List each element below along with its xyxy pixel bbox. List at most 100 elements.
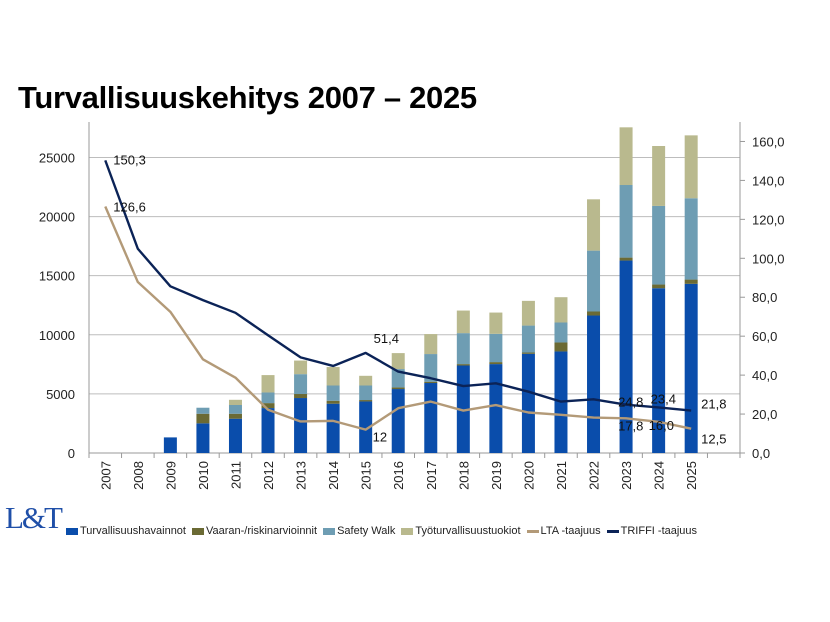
bar-työturvallisuustuokiot-2011 bbox=[228, 399, 242, 406]
bar-turvallisuushavainnot-2017 bbox=[424, 383, 438, 453]
bar-vaaran-riskinarvioinnit-2017 bbox=[424, 381, 438, 384]
left-tick-label: 20000 bbox=[39, 210, 75, 225]
legend: Turvallisuushavainnot Vaaran-/riskinarvio… bbox=[66, 525, 697, 537]
bar-vaaran-riskinarvioinnit-2020 bbox=[521, 352, 535, 354]
bar-vaaran-riskinarvioinnit-2013 bbox=[294, 394, 308, 399]
legend-swatch bbox=[191, 527, 204, 535]
x-tick-label: 2025 bbox=[684, 461, 699, 490]
bar-safety-walk-2012 bbox=[261, 392, 275, 404]
bar-turvallisuushavainnot-2016 bbox=[391, 389, 405, 453]
bar-vaaran-riskinarvioinnit-2022 bbox=[587, 311, 601, 316]
bar-työturvallisuustuokiot-2013 bbox=[294, 360, 308, 375]
x-tick-label: 2015 bbox=[359, 461, 374, 490]
logo: L&T bbox=[5, 500, 63, 535]
x-tick-label: 2019 bbox=[489, 461, 504, 490]
bar-työturvallisuustuokiot-2019 bbox=[489, 312, 503, 334]
bar-safety-walk-2020 bbox=[521, 325, 535, 353]
bar-työturvallisuustuokiot-2020 bbox=[521, 300, 535, 326]
bar-safety-walk-2024 bbox=[652, 205, 666, 285]
legend-item: Turvallisuushavainnot bbox=[66, 525, 186, 537]
bar-safety-walk-2019 bbox=[489, 333, 503, 363]
legend-item: TRIFFI -taajuus bbox=[606, 525, 698, 537]
data-label: 23,4 bbox=[651, 391, 676, 406]
x-tick-label: 2010 bbox=[196, 461, 211, 490]
bar-safety-walk-2015 bbox=[359, 385, 373, 401]
bar-työturvallisuustuokiot-2025 bbox=[684, 135, 698, 199]
bar-vaaran-riskinarvioinnit-2012 bbox=[261, 403, 275, 409]
legend-item: Työturvallisuustuokiot bbox=[401, 525, 521, 537]
bar-turvallisuushavainnot-2024 bbox=[652, 288, 666, 453]
bar-työturvallisuustuokiot-2016 bbox=[391, 353, 405, 370]
bar-vaaran-riskinarvioinnit-2011 bbox=[228, 413, 242, 419]
left-tick-label: 15000 bbox=[39, 269, 75, 284]
data-label: 51,4 bbox=[374, 331, 399, 346]
x-tick-label: 2016 bbox=[391, 461, 406, 490]
data-label: 21,8 bbox=[701, 397, 726, 412]
bar-safety-walk-2021 bbox=[554, 322, 568, 343]
bar-työturvallisuustuokiot-2023 bbox=[619, 127, 633, 186]
bar-työturvallisuustuokiot-2018 bbox=[456, 310, 470, 334]
right-tick-label: 20,0 bbox=[752, 407, 777, 422]
bar-turvallisuushavainnot-2022 bbox=[587, 315, 601, 453]
x-tick-label: 2017 bbox=[424, 461, 439, 490]
bar-turvallisuushavainnot-2018 bbox=[456, 365, 470, 453]
legend-swatch bbox=[66, 527, 78, 535]
line-triffi-taajuus bbox=[104, 159, 692, 412]
right-tick-label: 40,0 bbox=[752, 368, 777, 383]
bar-turvallisuushavainnot-2015 bbox=[359, 401, 373, 453]
bar-vaaran-riskinarvioinnit-2014 bbox=[326, 400, 340, 404]
bar-vaaran-riskinarvioinnit-2025 bbox=[684, 279, 698, 284]
bar-vaaran-riskinarvioinnit-2015 bbox=[359, 400, 373, 402]
legend-label: Turvallisuushavainnot bbox=[80, 525, 186, 537]
x-tick-label: 2008 bbox=[131, 461, 146, 490]
legend-label: Työturvallisuustuokiot bbox=[415, 525, 521, 537]
right-tick-label: 0,0 bbox=[752, 446, 770, 461]
x-tick-label: 2021 bbox=[554, 461, 569, 490]
legend-label: Safety Walk bbox=[337, 525, 396, 537]
right-tick-label: 60,0 bbox=[752, 329, 777, 344]
right-tick-label: 80,0 bbox=[752, 290, 777, 305]
data-label: 126,6 bbox=[113, 200, 146, 215]
bar-työturvallisuustuokiot-2024 bbox=[652, 145, 666, 206]
line-lta-taajuus bbox=[104, 206, 692, 431]
legend-swatch bbox=[323, 527, 336, 535]
data-label: 12 bbox=[373, 430, 387, 445]
right-tick-label: 140,0 bbox=[752, 173, 785, 188]
x-tick-label: 2007 bbox=[98, 461, 113, 490]
bar-vaaran-riskinarvioinnit-2018 bbox=[456, 364, 470, 366]
x-tick-label: 2011 bbox=[228, 461, 243, 489]
bar-safety-walk-2017 bbox=[424, 354, 438, 382]
bar-työturvallisuustuokiot-2015 bbox=[359, 375, 373, 386]
bar-safety-walk-2010 bbox=[196, 407, 210, 414]
legend-swatch bbox=[401, 527, 414, 535]
legend-swatch bbox=[526, 529, 539, 533]
bar-safety-walk-2022 bbox=[587, 250, 601, 312]
bar-vaaran-riskinarvioinnit-2021 bbox=[554, 342, 568, 352]
x-tick-label: 2009 bbox=[163, 461, 178, 490]
bar-turvallisuushavainnot-2009 bbox=[163, 437, 177, 453]
bar-turvallisuushavainnot-2014 bbox=[326, 403, 340, 453]
x-tick-label: 2024 bbox=[652, 461, 667, 490]
bar-vaaran-riskinarvioinnit-2010 bbox=[196, 413, 210, 424]
bar-työturvallisuustuokiot-2017 bbox=[424, 334, 438, 355]
bar-vaaran-riskinarvioinnit-2019 bbox=[489, 362, 503, 365]
legend-item: LTA -taajuus bbox=[526, 525, 601, 537]
bar-työturvallisuustuokiot-2022 bbox=[587, 199, 601, 251]
legend-swatch bbox=[606, 529, 619, 533]
bar-työturvallisuustuokiot-2012 bbox=[261, 375, 275, 393]
legend-label: TRIFFI -taajuus bbox=[620, 525, 698, 537]
legend-label: LTA -taajuus bbox=[540, 525, 601, 537]
legend-item: Vaaran-/riskinarvioinnit bbox=[191, 525, 317, 537]
right-tick-label: 160,0 bbox=[752, 134, 785, 149]
left-tick-label: 25000 bbox=[39, 150, 75, 165]
data-label: 24,8 bbox=[618, 395, 643, 410]
bar-turvallisuushavainnot-2012 bbox=[261, 408, 275, 453]
bar-safety-walk-2018 bbox=[456, 333, 470, 365]
left-tick-label: 0 bbox=[68, 446, 75, 461]
right-tick-label: 120,0 bbox=[752, 212, 785, 227]
bar-safety-walk-2013 bbox=[294, 374, 308, 395]
data-label: 12,5 bbox=[701, 432, 726, 447]
bar-turvallisuushavainnot-2011 bbox=[228, 418, 242, 453]
bar-safety-walk-2025 bbox=[684, 198, 698, 280]
bar-safety-walk-2014 bbox=[326, 385, 340, 401]
